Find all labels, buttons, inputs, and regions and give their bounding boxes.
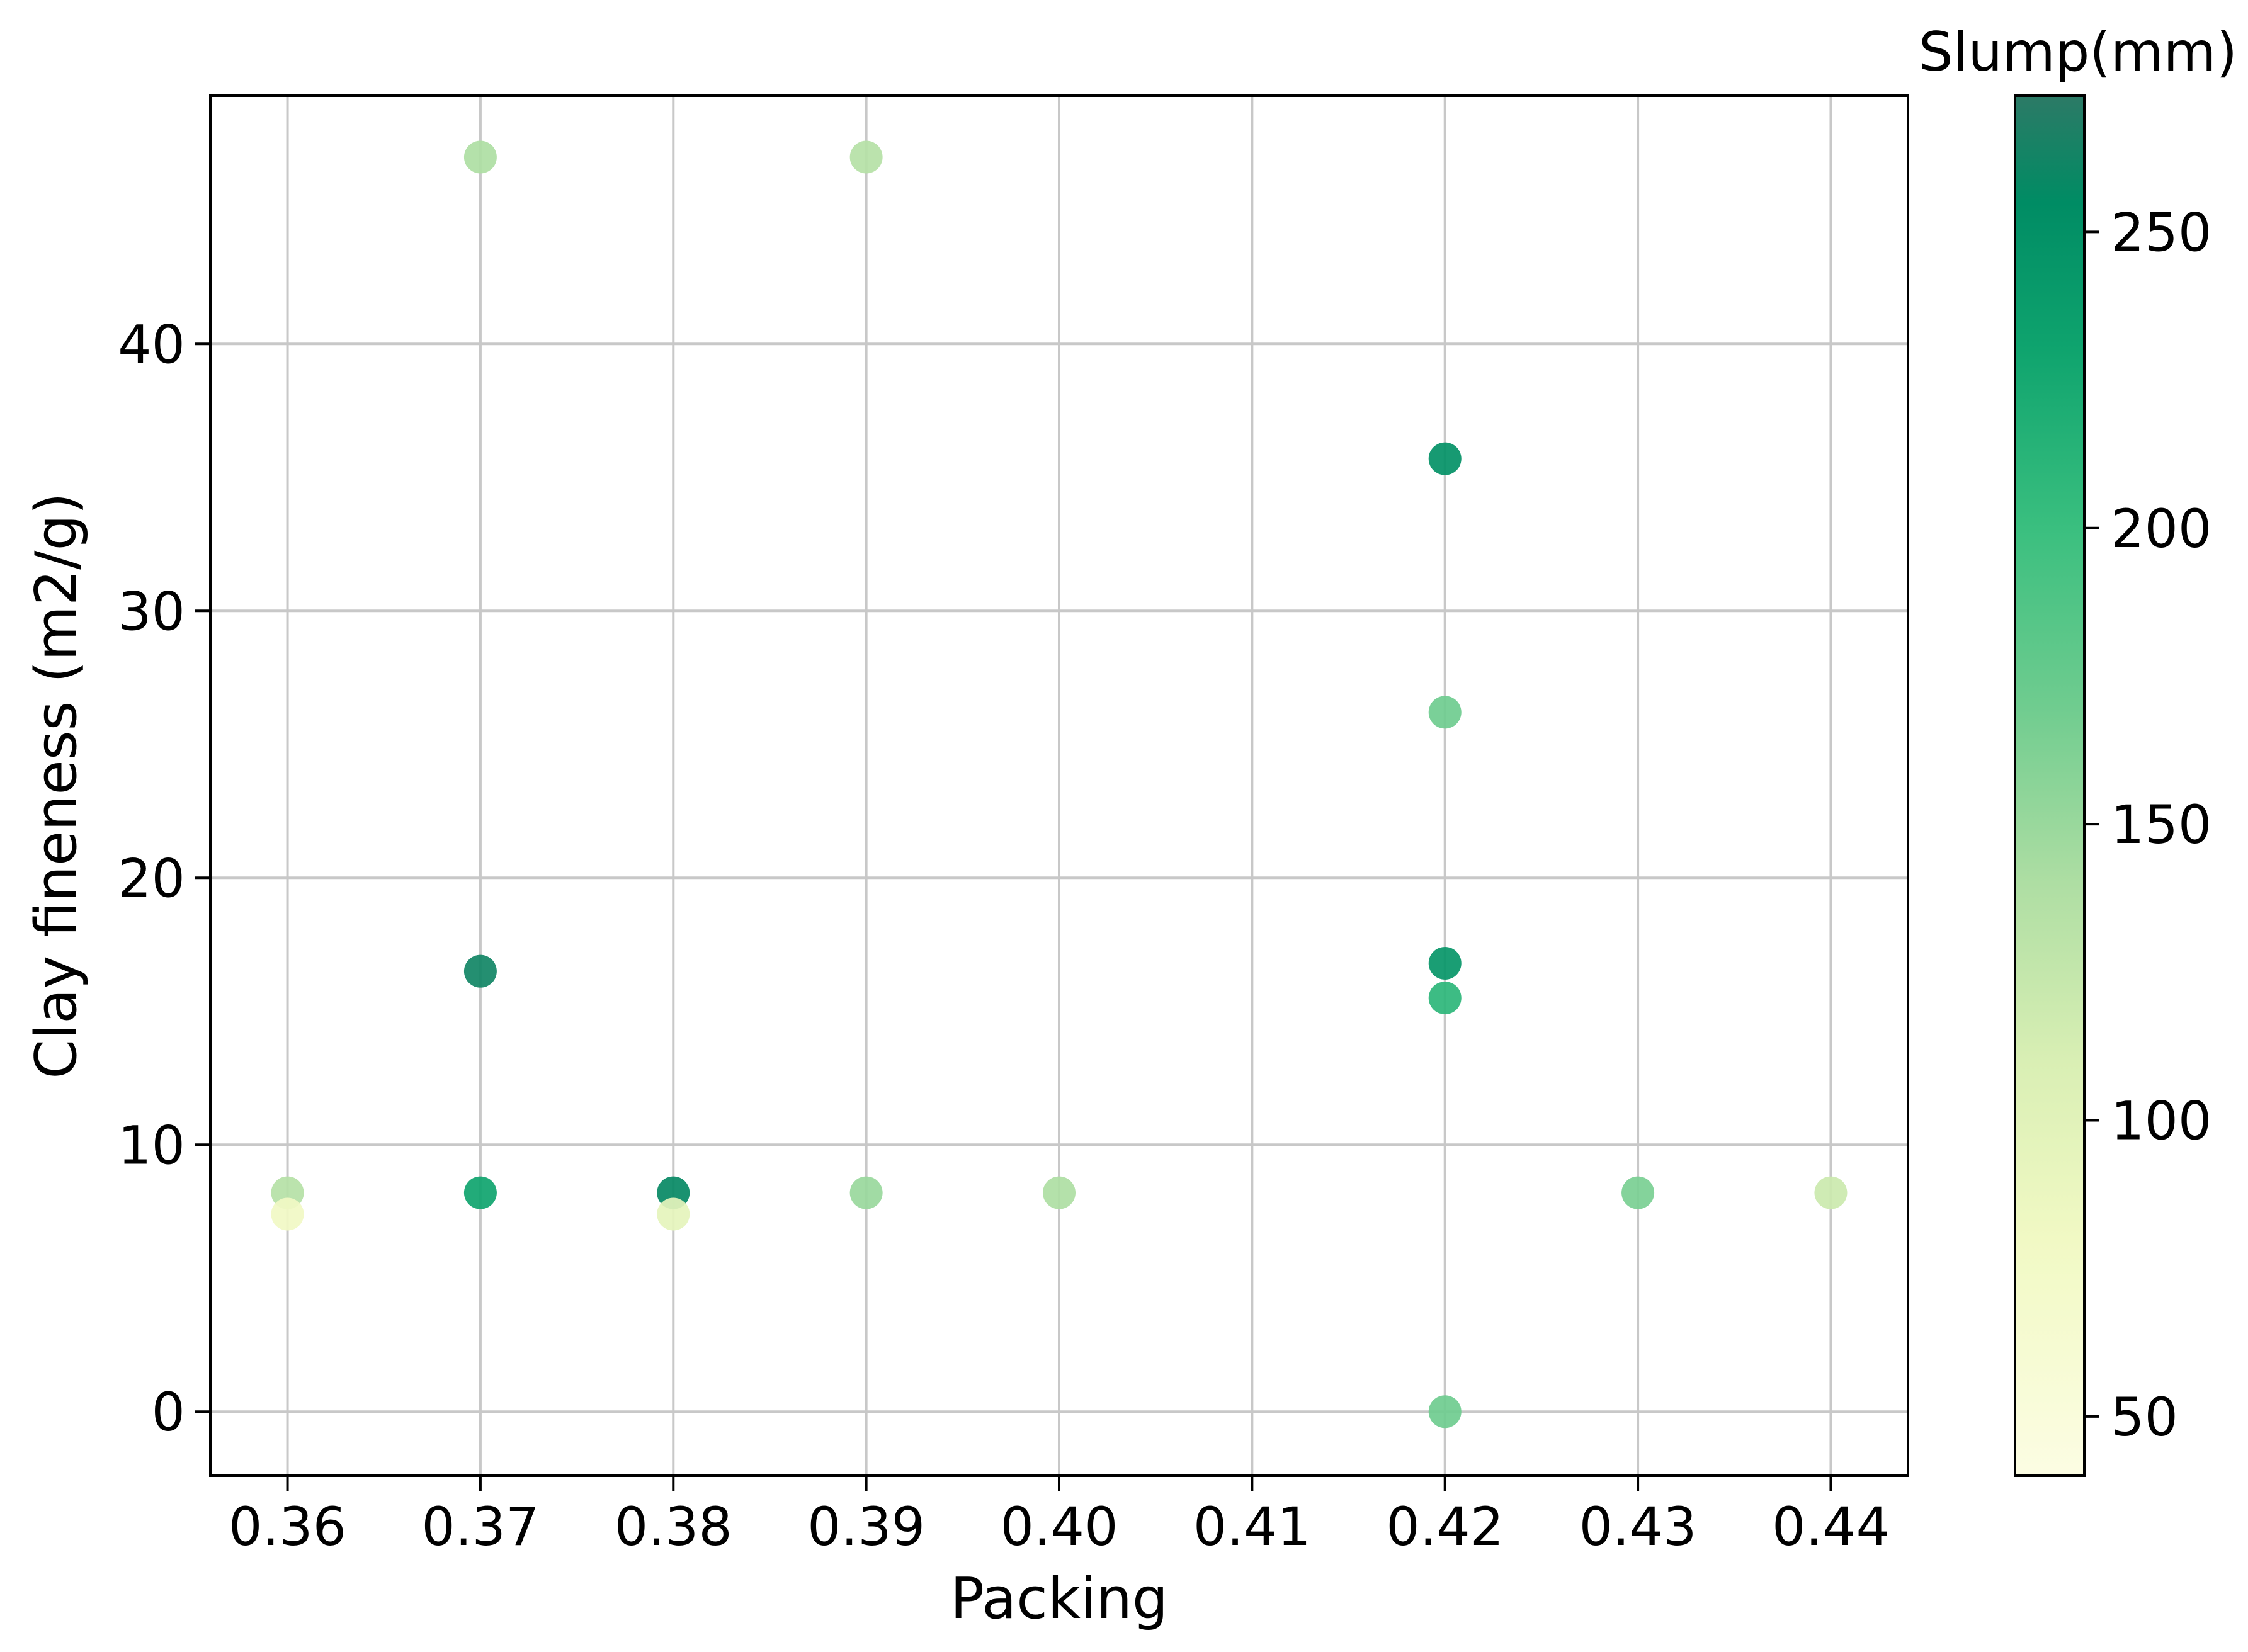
y-tick-label: 0 bbox=[152, 1381, 185, 1443]
colorbar-title: Slump(mm) bbox=[1919, 21, 2237, 84]
data-point bbox=[849, 140, 883, 174]
x-axis-label: Packing bbox=[950, 1566, 1168, 1632]
colorbar-tick-label: 150 bbox=[2111, 794, 2211, 856]
x-tick-label: 0.44 bbox=[1772, 1496, 1890, 1558]
colorbar-tick-label: 50 bbox=[2111, 1386, 2178, 1448]
colorbar-tick-label: 200 bbox=[2111, 498, 2211, 560]
colorbar-ticks: 50 100 150 200 250 bbox=[2084, 201, 2211, 1448]
y-tick-label: 40 bbox=[118, 314, 185, 375]
grid-lines bbox=[210, 96, 1908, 1476]
colorbar-gradient bbox=[2014, 94, 2086, 1477]
data-point bbox=[1428, 982, 1462, 1015]
colorbar: 50 100 150 200 250 Slump(mm) bbox=[1919, 21, 2237, 1477]
data-point bbox=[657, 1197, 690, 1231]
data-point bbox=[463, 954, 497, 988]
x-tick-label: 0.37 bbox=[421, 1496, 539, 1558]
x-tick-label: 0.40 bbox=[1000, 1496, 1118, 1558]
x-tick-label: 0.38 bbox=[615, 1496, 732, 1558]
y-axis-label: Clay fineness (m2/g) bbox=[23, 492, 89, 1078]
data-point bbox=[463, 1176, 497, 1209]
y-tick-label: 10 bbox=[118, 1114, 185, 1176]
data-point bbox=[1428, 946, 1462, 980]
data-points bbox=[271, 140, 1848, 1429]
x-axis-ticks: 0.36 0.37 0.38 0.39 0.40 0.41 0.42 0.43 0.44 bbox=[229, 1476, 1890, 1558]
colorbar-tick-label: 250 bbox=[2111, 201, 2211, 263]
data-point bbox=[1043, 1176, 1076, 1209]
data-point bbox=[1621, 1176, 1655, 1209]
data-point bbox=[849, 1176, 883, 1209]
y-axis-ticks: 0 10 20 30 40 bbox=[118, 314, 210, 1443]
colorbar-tick-label: 100 bbox=[2111, 1090, 2211, 1152]
x-tick-label: 0.42 bbox=[1386, 1496, 1504, 1558]
data-point bbox=[463, 140, 497, 174]
data-point bbox=[1428, 442, 1462, 475]
data-point bbox=[1428, 1395, 1462, 1429]
data-point bbox=[271, 1197, 304, 1231]
y-tick-label: 30 bbox=[118, 580, 185, 642]
x-tick-label: 0.39 bbox=[807, 1496, 925, 1558]
x-tick-label: 0.43 bbox=[1579, 1496, 1697, 1558]
data-point bbox=[1814, 1176, 1848, 1209]
x-tick-label: 0.36 bbox=[229, 1496, 346, 1558]
data-point bbox=[1428, 696, 1462, 729]
x-tick-label: 0.41 bbox=[1193, 1496, 1311, 1558]
y-tick-label: 20 bbox=[118, 847, 185, 909]
